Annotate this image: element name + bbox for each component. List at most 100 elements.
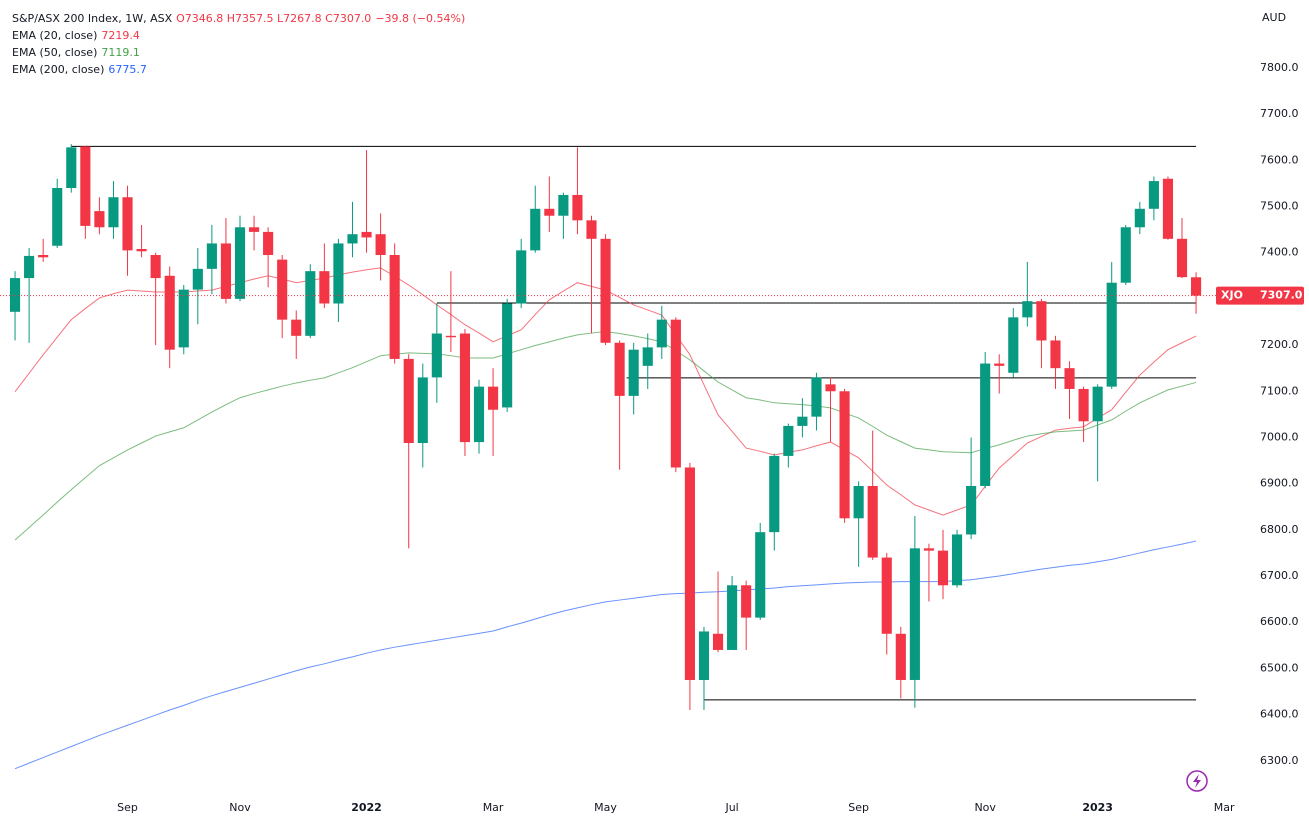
- candle-body: [783, 425, 794, 456]
- candle-body: [895, 633, 906, 680]
- candle-body: [1064, 368, 1075, 389]
- candle-body: [530, 208, 541, 251]
- candle-body: [1036, 301, 1047, 341]
- candle-body: [769, 455, 780, 533]
- x-tick-label: Sep: [117, 801, 138, 814]
- legend-row: EMA (20, close) 7219.4: [12, 27, 469, 44]
- candle-body: [136, 248, 147, 252]
- candle-body: [698, 631, 710, 680]
- candle-body: [108, 197, 119, 228]
- candle-body: [431, 333, 442, 378]
- candle-body: [122, 197, 133, 251]
- candle-body: [291, 319, 302, 336]
- candle-body: [937, 550, 949, 586]
- candle-body: [1050, 340, 1061, 369]
- legend-value: 6775.7: [108, 63, 147, 76]
- x-tick-label: Sep: [848, 801, 869, 814]
- y-tick-label: 7800.0: [1260, 61, 1299, 74]
- candle-body: [544, 208, 555, 216]
- ema-line: [14, 331, 1197, 541]
- candle-body: [220, 243, 232, 299]
- candle-body: [741, 585, 752, 618]
- x-tick-label: Mar: [1214, 801, 1235, 814]
- candle-body: [52, 188, 63, 246]
- x-tick-label: May: [594, 801, 617, 814]
- candle-body: [558, 194, 569, 216]
- candle-body: [361, 231, 372, 238]
- candle-body: [192, 268, 203, 290]
- legend-row: EMA (50, close) 7119.1: [12, 44, 469, 61]
- price-tag-symbol: XJO: [1221, 289, 1243, 302]
- candle-body: [825, 384, 836, 392]
- legend-row: EMA (200, close) 6775.7: [12, 61, 469, 78]
- candle-body: [206, 243, 217, 269]
- y-tick-label: 6400.0: [1260, 708, 1299, 721]
- candle-body: [9, 278, 21, 312]
- change-text: −39.8 (−0.54%): [375, 12, 466, 25]
- y-tick-label: 7100.0: [1260, 384, 1299, 397]
- y-tick-label: 6600.0: [1260, 615, 1299, 628]
- candle-body: [586, 220, 597, 239]
- candle-body: [249, 227, 260, 232]
- symbol-title: S&P/ASX 200 Index, 1W, ASX: [12, 12, 173, 25]
- alert-circle[interactable]: [1186, 770, 1208, 792]
- candle-body: [375, 234, 386, 255]
- alert-icon[interactable]: [1186, 770, 1208, 792]
- legend-name: EMA (200, close): [12, 63, 105, 76]
- x-tick-label: 2022: [351, 801, 382, 814]
- alert-bolt[interactable]: [1193, 774, 1201, 788]
- candle-body: [502, 303, 513, 408]
- candle-body: [642, 347, 653, 366]
- candle-body: [797, 416, 808, 426]
- candle-body: [853, 485, 864, 519]
- candle-body: [389, 254, 400, 359]
- candle-body: [417, 377, 428, 444]
- candle-body: [1148, 181, 1159, 209]
- candle-body: [1078, 388, 1089, 422]
- candle-body: [909, 548, 920, 680]
- candle-body: [1191, 277, 1202, 296]
- candle-body: [459, 333, 471, 443]
- candle-body: [1120, 227, 1131, 283]
- x-tick-label: 2023: [1082, 801, 1113, 814]
- candle-body: [670, 319, 681, 468]
- candle-body: [445, 335, 456, 338]
- candle-body: [1022, 301, 1033, 318]
- candle-body: [839, 391, 850, 519]
- candle-body: [867, 485, 878, 558]
- y-tick-label: 6700.0: [1260, 569, 1299, 582]
- candle-body: [1092, 386, 1103, 422]
- candle-body: [980, 363, 991, 486]
- candle-body: [811, 377, 822, 417]
- candle-body: [305, 271, 316, 336]
- ohlc-text: O7346.8 H7357.5 L7267.8 C7307.0: [176, 12, 372, 25]
- candle-body: [66, 147, 77, 189]
- candle-body: [1008, 317, 1019, 373]
- candle-body: [234, 227, 246, 299]
- legend-row: S&P/ASX 200 Index, 1W, ASX O7346.8 H7357.…: [12, 10, 469, 27]
- candle-body: [628, 349, 639, 396]
- candle-body: [923, 548, 934, 551]
- x-tick-label: Mar: [483, 801, 504, 814]
- x-tick-label: Nov: [229, 801, 251, 814]
- candle-body: [994, 363, 1005, 366]
- candle-body: [333, 243, 344, 304]
- y-tick-label: 7500.0: [1260, 199, 1299, 212]
- candle-body: [150, 254, 161, 279]
- price-tag-label: 7307.0: [1260, 289, 1303, 302]
- y-tick-label: 6800.0: [1260, 523, 1299, 536]
- candle-body: [94, 211, 105, 228]
- candle-body: [727, 585, 738, 650]
- candle-body: [572, 194, 583, 221]
- y-tick-label: 6300.0: [1260, 754, 1299, 767]
- candle-body: [319, 271, 330, 304]
- candle-body: [1106, 282, 1117, 387]
- y-tick-label: 7200.0: [1260, 338, 1299, 351]
- candle-body: [277, 259, 288, 320]
- y-tick-label: 6900.0: [1260, 477, 1299, 490]
- legend-name: EMA (20, close): [12, 29, 98, 42]
- candle-body: [712, 633, 724, 650]
- candle-body: [755, 532, 766, 618]
